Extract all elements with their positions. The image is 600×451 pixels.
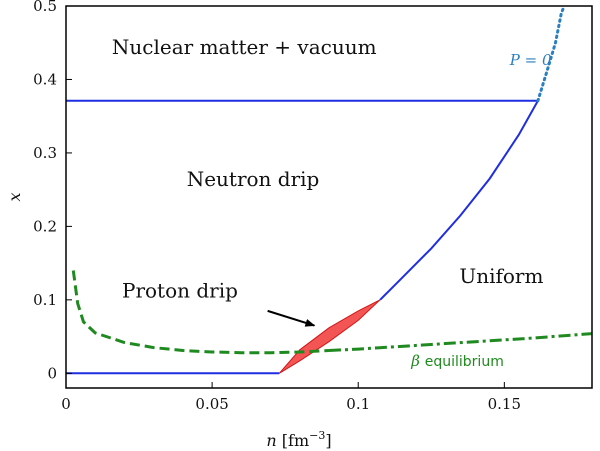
region-label-2: Proton drip [122, 279, 238, 303]
annotations-layer: Nuclear matter + vacuum Neutron drip Proto… [112, 35, 552, 370]
x-tick-label-2: 0.1 [346, 395, 370, 413]
x-axis-label: n [fm−3] [266, 429, 331, 450]
region-label-0: Nuclear matter + vacuum [112, 35, 377, 59]
region-label-1: Neutron drip [187, 167, 320, 191]
axes: 0 0.05 0.1 0.15 0 0.1 0.2 0.3 0.4 0.5 n [fm−3] x [5, 0, 521, 450]
y-tick-label-1: 0.1 [33, 291, 57, 309]
plot-frame [65, 5, 593, 389]
pressure-zero-label: P = 0 [509, 51, 552, 69]
x-tick-label-1: 0.05 [195, 395, 228, 413]
plot-area [66, 6, 592, 375]
y-tick-label-4: 0.4 [33, 70, 57, 88]
beta-equilibrium-label: β equilibrium [410, 352, 504, 370]
y-tick-label-2: 0.2 [33, 217, 57, 235]
x-tick-label-3: 0.15 [488, 395, 521, 413]
region-label-3: Uniform [459, 264, 543, 288]
y-axis-label: x [5, 192, 24, 201]
series-line-3 [536, 6, 566, 103]
proton-drip-region [278, 299, 381, 374]
y-tick-label-0: 0 [47, 364, 57, 382]
proton-drip-arrow [267, 309, 316, 327]
series-line-2 [379, 100, 539, 301]
series-line-4 [71, 270, 330, 355]
y-tick-label-3: 0.3 [33, 144, 57, 162]
x-tick-label-0: 0 [61, 395, 71, 413]
series-line-5 [328, 332, 592, 352]
y-tick-label-5: 0.5 [33, 0, 57, 15]
